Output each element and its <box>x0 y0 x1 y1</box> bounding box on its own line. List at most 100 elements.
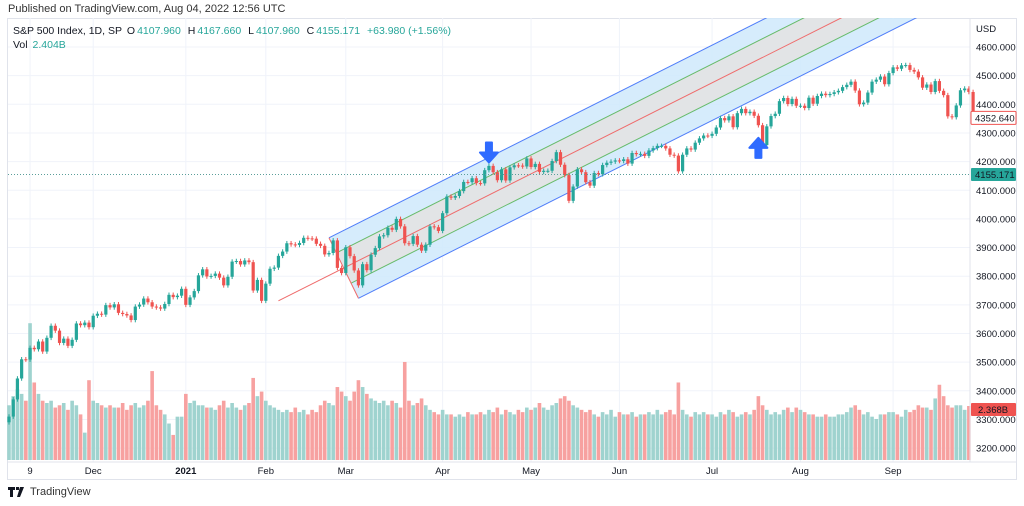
candle-body <box>828 93 832 96</box>
time-tick-label: May <box>522 466 540 477</box>
volume-bar <box>15 389 20 460</box>
volume-bar <box>36 393 41 460</box>
candle-body <box>512 165 516 168</box>
candle-body <box>247 260 251 263</box>
volume-bar <box>154 405 159 460</box>
candle-body <box>57 330 62 343</box>
chart-frame <box>7 18 1017 480</box>
candle-body <box>609 161 613 163</box>
volume-bar <box>348 400 352 460</box>
volume-bar <box>823 414 828 460</box>
volume-bar <box>19 393 24 460</box>
candle-body <box>20 359 24 379</box>
candle-body <box>529 158 533 168</box>
candle-body <box>209 275 213 277</box>
candle-body <box>681 154 685 172</box>
candle-body <box>133 306 137 321</box>
candle-body <box>129 315 133 321</box>
candle-body <box>158 307 163 309</box>
crosshair-price-tag: 4155.171 <box>971 167 1016 181</box>
volume-bar <box>541 407 546 460</box>
candle-body <box>533 163 537 168</box>
volume-bar <box>99 405 104 460</box>
candle-body <box>643 153 647 156</box>
candle-body <box>605 162 609 166</box>
candle-body <box>706 135 710 137</box>
candle-body <box>659 145 664 147</box>
volume-bar <box>200 405 205 460</box>
volume-bar <box>57 405 62 460</box>
candle-body <box>592 173 596 186</box>
candle-body <box>268 268 272 284</box>
candle-body <box>908 65 912 70</box>
candle-body <box>672 154 676 156</box>
candle-body <box>419 244 424 251</box>
volume-bar <box>78 414 83 460</box>
footer-brand[interactable]: TradingView <box>8 486 91 498</box>
volume-bar <box>516 409 521 460</box>
volume-bar <box>575 407 580 460</box>
candle-body <box>260 279 264 301</box>
candle-body <box>647 150 651 156</box>
candle-body <box>516 165 521 167</box>
candle-body <box>276 255 281 268</box>
candle-body <box>596 173 600 175</box>
volume-bar <box>120 403 125 460</box>
volume-bar <box>828 416 832 460</box>
volume-bar <box>327 403 331 460</box>
candle-body <box>710 133 714 136</box>
candle-body <box>920 77 925 88</box>
price-tick-label: 3400.000 <box>976 386 1016 397</box>
volume-bar <box>946 405 950 460</box>
candle-body <box>963 88 967 91</box>
candle-body <box>150 302 154 307</box>
volume-bar <box>234 407 239 460</box>
volume-bar <box>91 400 95 460</box>
volume-bar <box>626 414 630 460</box>
volume-bar <box>87 380 91 460</box>
volume-bar <box>550 405 554 460</box>
volume-bar <box>655 409 660 460</box>
volume-bar <box>407 400 411 460</box>
candle-body <box>348 247 352 257</box>
volume-bar <box>314 412 319 460</box>
candle-body <box>752 111 756 116</box>
candle-body <box>857 90 862 105</box>
candle-body <box>630 153 634 164</box>
candle-body <box>815 95 819 104</box>
candle-body <box>760 125 765 145</box>
symbol-title[interactable]: S&P 500 Index, 1D, SP <box>13 25 122 37</box>
candle-body <box>504 169 508 181</box>
candle-body <box>205 269 209 277</box>
volume-bar <box>908 412 912 460</box>
volume-bar <box>301 409 306 460</box>
volume-bar <box>958 405 963 460</box>
volume-bar <box>322 400 327 460</box>
volume-bar <box>651 414 655 460</box>
volume-bar <box>285 409 289 460</box>
volume-bar <box>40 400 45 460</box>
candle-body <box>390 227 394 230</box>
candle-body <box>840 87 845 91</box>
candle-body <box>436 227 441 231</box>
candle-body <box>91 315 95 328</box>
candle-body <box>525 158 529 167</box>
volume-bar <box>205 407 209 460</box>
open-value: O 4107.960 <box>126 25 181 37</box>
candle-body <box>449 196 453 198</box>
volume-bar <box>794 407 799 460</box>
volume-bar <box>503 409 508 460</box>
volume-bar <box>533 407 538 460</box>
volume-bar <box>45 403 49 460</box>
candle-body <box>731 116 735 128</box>
candle-body <box>66 338 70 346</box>
volume-bar <box>482 414 487 460</box>
volume-bar <box>807 414 811 460</box>
volume-bar <box>423 405 428 460</box>
volume-bar <box>562 396 567 460</box>
volume-bar <box>192 400 197 460</box>
volume-bar <box>436 414 441 460</box>
candle-body <box>883 76 887 85</box>
candle-body <box>188 297 192 305</box>
